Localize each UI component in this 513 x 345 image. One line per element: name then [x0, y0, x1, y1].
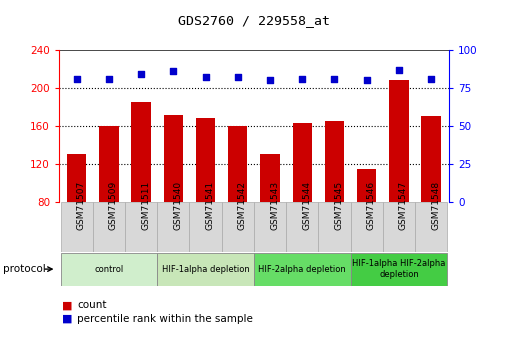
Bar: [93, 202, 125, 252]
Bar: [131, 102, 151, 202]
Point: [202, 75, 210, 80]
Point: [395, 67, 403, 72]
Text: GSM71548: GSM71548: [431, 181, 440, 230]
Point: [234, 75, 242, 80]
Text: GSM71541: GSM71541: [206, 181, 214, 230]
Text: GDS2760 / 229558_at: GDS2760 / 229558_at: [178, 14, 330, 27]
Bar: [254, 202, 286, 252]
Text: percentile rank within the sample: percentile rank within the sample: [77, 314, 253, 324]
Bar: [325, 121, 344, 202]
Bar: [100, 126, 119, 202]
Text: ■: ■: [62, 300, 72, 310]
Bar: [254, 253, 350, 286]
Bar: [292, 123, 312, 202]
Point: [73, 76, 81, 82]
Text: GSM71509: GSM71509: [109, 181, 118, 230]
Bar: [189, 202, 222, 252]
Text: ■: ■: [62, 314, 72, 324]
Point: [169, 69, 177, 74]
Bar: [228, 126, 247, 202]
Bar: [222, 202, 254, 252]
Point: [105, 76, 113, 82]
Bar: [383, 202, 415, 252]
Bar: [125, 202, 157, 252]
Text: GSM71546: GSM71546: [367, 181, 376, 230]
Bar: [61, 202, 93, 252]
Bar: [319, 202, 350, 252]
Bar: [357, 169, 377, 202]
Bar: [67, 155, 86, 202]
Bar: [157, 253, 254, 286]
Text: control: control: [94, 265, 124, 274]
Text: GSM71511: GSM71511: [141, 181, 150, 230]
Bar: [350, 253, 447, 286]
Bar: [415, 202, 447, 252]
Text: GSM71547: GSM71547: [399, 181, 408, 230]
Text: HIF-1alpha depletion: HIF-1alpha depletion: [162, 265, 249, 274]
Bar: [350, 202, 383, 252]
Bar: [286, 202, 319, 252]
Text: GSM71542: GSM71542: [238, 181, 247, 230]
Bar: [157, 202, 189, 252]
Bar: [196, 118, 215, 202]
Bar: [422, 117, 441, 202]
Text: GSM71540: GSM71540: [173, 181, 183, 230]
Point: [427, 76, 435, 82]
Point: [298, 76, 306, 82]
Text: HIF-1alpha HIF-2alpha
depletion: HIF-1alpha HIF-2alpha depletion: [352, 259, 446, 279]
Bar: [164, 115, 183, 202]
Point: [266, 78, 274, 83]
Text: count: count: [77, 300, 107, 310]
Text: HIF-2alpha depletion: HIF-2alpha depletion: [259, 265, 346, 274]
Bar: [61, 253, 157, 286]
Point: [137, 71, 145, 77]
Text: GSM71544: GSM71544: [302, 181, 311, 230]
Text: GSM71543: GSM71543: [270, 181, 279, 230]
Bar: [389, 80, 408, 202]
Point: [330, 76, 339, 82]
Point: [363, 78, 371, 83]
Text: GSM71507: GSM71507: [77, 181, 86, 230]
Text: protocol: protocol: [3, 264, 45, 274]
Text: GSM71545: GSM71545: [334, 181, 344, 230]
Bar: [261, 155, 280, 202]
